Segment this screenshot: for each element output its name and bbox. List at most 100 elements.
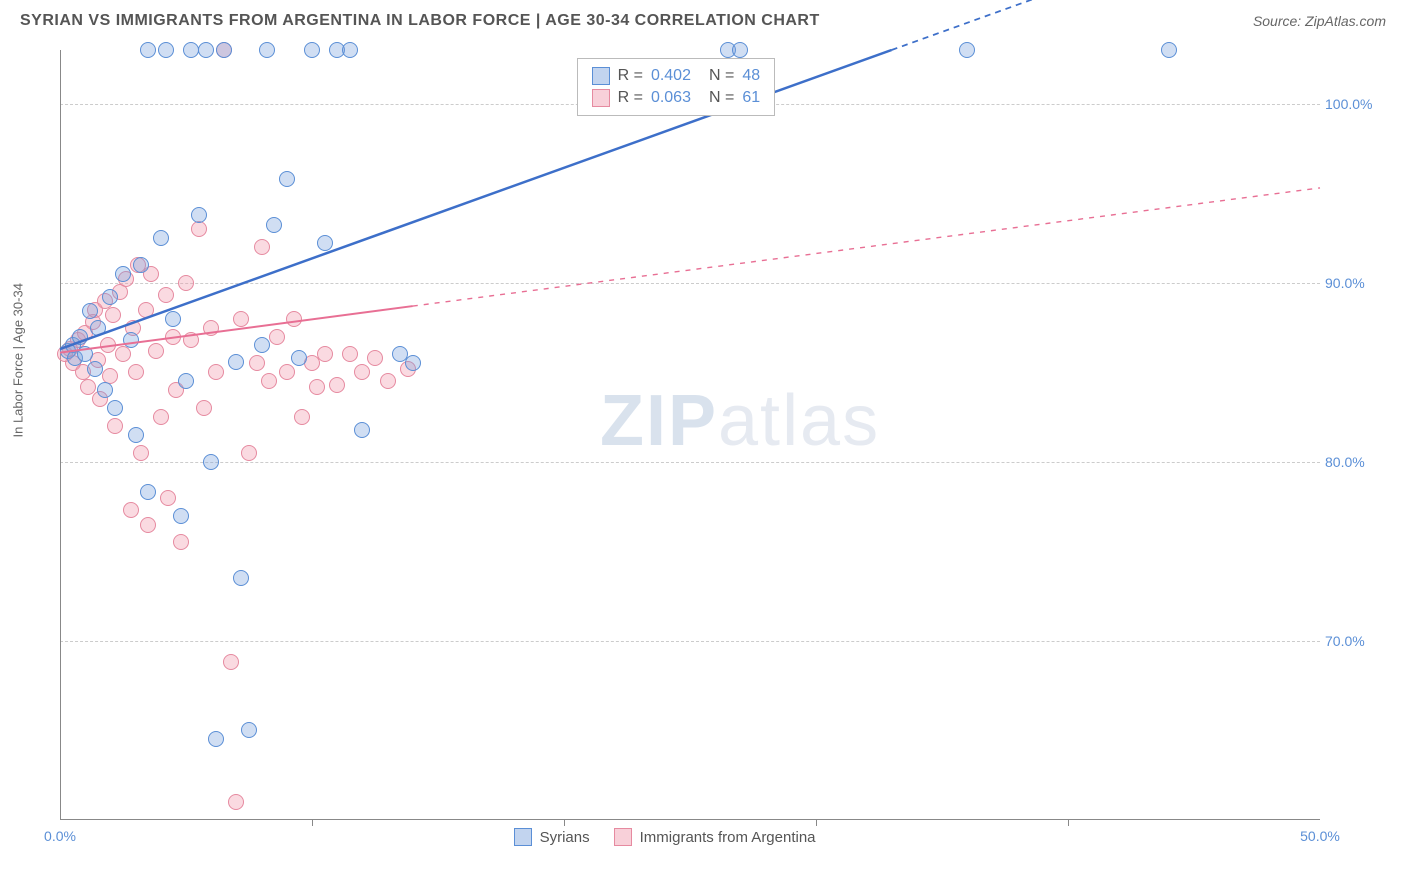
trend-lines — [60, 50, 1320, 820]
x-tick-mark — [1068, 820, 1069, 826]
n-value-blue: 48 — [742, 67, 760, 85]
scatter-point-blue — [87, 361, 103, 377]
scatter-point-blue — [77, 346, 93, 362]
scatter-point-pink — [196, 400, 212, 416]
r-value-blue: 0.402 — [651, 67, 691, 85]
legend-label-blue: Syrians — [540, 829, 590, 846]
scatter-point-blue — [732, 42, 748, 58]
n-value-pink: 61 — [742, 89, 760, 107]
scatter-point-blue — [317, 235, 333, 251]
scatter-point-pink — [80, 379, 96, 395]
x-axis-line — [60, 819, 1320, 820]
scatter-point-blue — [140, 42, 156, 58]
swatch-pink-icon — [592, 89, 610, 107]
scatter-point-pink — [380, 373, 396, 389]
swatch-pink-icon — [614, 828, 632, 846]
scatter-point-pink — [286, 311, 302, 327]
scatter-point-blue — [959, 42, 975, 58]
gridline-h — [60, 283, 1320, 284]
swatch-blue-icon — [592, 67, 610, 85]
scatter-point-pink — [100, 337, 116, 353]
scatter-point-pink — [354, 364, 370, 380]
scatter-point-pink — [128, 364, 144, 380]
stats-row-argentina: R = 0.063 N = 61 — [592, 87, 761, 109]
scatter-point-pink — [148, 343, 164, 359]
scatter-point-blue — [165, 311, 181, 327]
scatter-point-pink — [158, 287, 174, 303]
n-label: N = — [709, 89, 734, 107]
scatter-point-blue — [342, 42, 358, 58]
scatter-point-pink — [329, 377, 345, 393]
scatter-point-blue — [228, 354, 244, 370]
scatter-point-blue — [405, 355, 421, 371]
scatter-point-pink — [153, 409, 169, 425]
scatter-point-blue — [115, 266, 131, 282]
scatter-plot: 70.0%80.0%90.0%100.0%0.0%50.0% — [60, 50, 1320, 820]
scatter-point-pink — [367, 350, 383, 366]
scatter-point-blue — [72, 329, 88, 345]
r-value-pink: 0.063 — [651, 89, 691, 107]
gridline-h — [60, 641, 1320, 642]
scatter-point-blue — [216, 42, 232, 58]
x-tick-mark — [564, 820, 565, 826]
chart-area: 70.0%80.0%90.0%100.0%0.0%50.0% ZIPatlas … — [60, 50, 1380, 820]
scatter-point-pink — [140, 517, 156, 533]
scatter-point-blue — [291, 350, 307, 366]
scatter-point-pink — [223, 654, 239, 670]
y-tick-label: 80.0% — [1325, 454, 1380, 470]
x-tick-label: 50.0% — [1300, 828, 1340, 844]
scatter-point-blue — [279, 171, 295, 187]
swatch-blue-icon — [514, 828, 532, 846]
scatter-point-pink — [178, 275, 194, 291]
scatter-point-pink — [203, 320, 219, 336]
scatter-point-blue — [208, 731, 224, 747]
n-label: N = — [709, 67, 734, 85]
scatter-point-blue — [153, 230, 169, 246]
scatter-point-blue — [198, 42, 214, 58]
scatter-point-pink — [115, 346, 131, 362]
chart-title: SYRIAN VS IMMIGRANTS FROM ARGENTINA IN L… — [20, 12, 820, 30]
scatter-point-blue — [97, 382, 113, 398]
y-tick-label: 70.0% — [1325, 633, 1380, 649]
scatter-point-pink — [309, 379, 325, 395]
scatter-point-blue — [354, 422, 370, 438]
scatter-point-pink — [208, 364, 224, 380]
correlation-stats-box: R = 0.402 N = 48 R = 0.063 N = 61 — [577, 58, 776, 116]
x-tick-label: 0.0% — [44, 828, 76, 844]
scatter-point-pink — [160, 490, 176, 506]
scatter-point-pink — [233, 311, 249, 327]
x-tick-mark — [816, 820, 817, 826]
scatter-point-blue — [128, 427, 144, 443]
scatter-point-blue — [259, 42, 275, 58]
r-label: R = — [618, 89, 643, 107]
x-tick-mark — [312, 820, 313, 826]
scatter-point-blue — [173, 508, 189, 524]
scatter-point-pink — [191, 221, 207, 237]
legend-label-pink: Immigrants from Argentina — [640, 829, 816, 846]
scatter-point-blue — [203, 454, 219, 470]
scatter-point-pink — [107, 418, 123, 434]
scatter-point-pink — [294, 409, 310, 425]
y-tick-label: 90.0% — [1325, 275, 1380, 291]
scatter-point-pink — [249, 355, 265, 371]
scatter-point-pink — [173, 534, 189, 550]
scatter-point-pink — [123, 502, 139, 518]
scatter-point-blue — [140, 484, 156, 500]
scatter-point-blue — [191, 207, 207, 223]
legend-item-syrians: Syrians — [514, 828, 590, 846]
r-label: R = — [618, 67, 643, 85]
scatter-point-blue — [102, 289, 118, 305]
y-axis-line — [60, 50, 61, 820]
scatter-point-blue — [90, 320, 106, 336]
scatter-point-pink — [138, 302, 154, 318]
scatter-point-blue — [1161, 42, 1177, 58]
scatter-point-blue — [233, 570, 249, 586]
scatter-point-blue — [82, 303, 98, 319]
scatter-point-pink — [228, 794, 244, 810]
scatter-point-blue — [241, 722, 257, 738]
legend: Syrians Immigrants from Argentina — [514, 828, 816, 846]
scatter-point-pink — [279, 364, 295, 380]
scatter-point-blue — [254, 337, 270, 353]
scatter-point-blue — [107, 400, 123, 416]
scatter-point-blue — [123, 332, 139, 348]
